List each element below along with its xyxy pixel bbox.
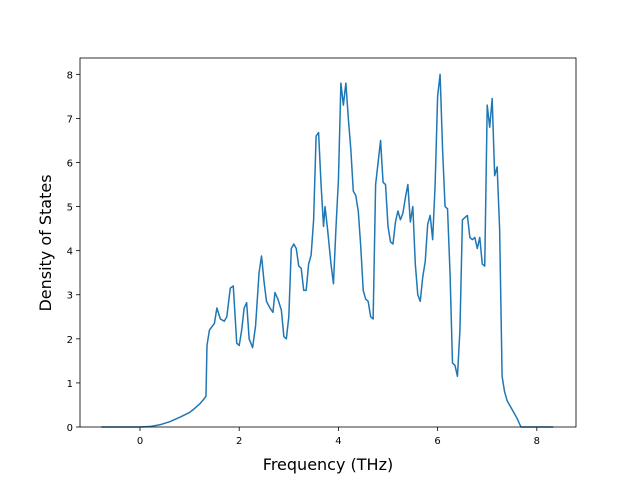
y-tick-label: 6 — [67, 158, 73, 169]
y-tick-label: 5 — [67, 203, 73, 214]
y-tick-label: 1 — [67, 379, 73, 390]
x-tick-label: 8 — [534, 436, 540, 447]
x-tick-label: 6 — [434, 436, 440, 447]
x-tick-label: 4 — [335, 436, 341, 447]
line-series — [101, 73, 554, 428]
y-tick-label: 4 — [67, 247, 73, 258]
x-tick-label: 2 — [236, 436, 242, 447]
y-tick-label: 3 — [67, 291, 73, 302]
y-tick-label: 8 — [67, 70, 73, 81]
plot-frame — [79, 57, 577, 428]
y-axis-label: Density of States — [36, 174, 55, 311]
y-tick-label: 0 — [67, 423, 73, 434]
x-tick-label: 0 — [137, 436, 143, 447]
x-axis-label: Frequency (THz) — [263, 455, 393, 474]
y-tick-label: 7 — [67, 114, 73, 125]
y-tick-label: 2 — [67, 335, 73, 346]
